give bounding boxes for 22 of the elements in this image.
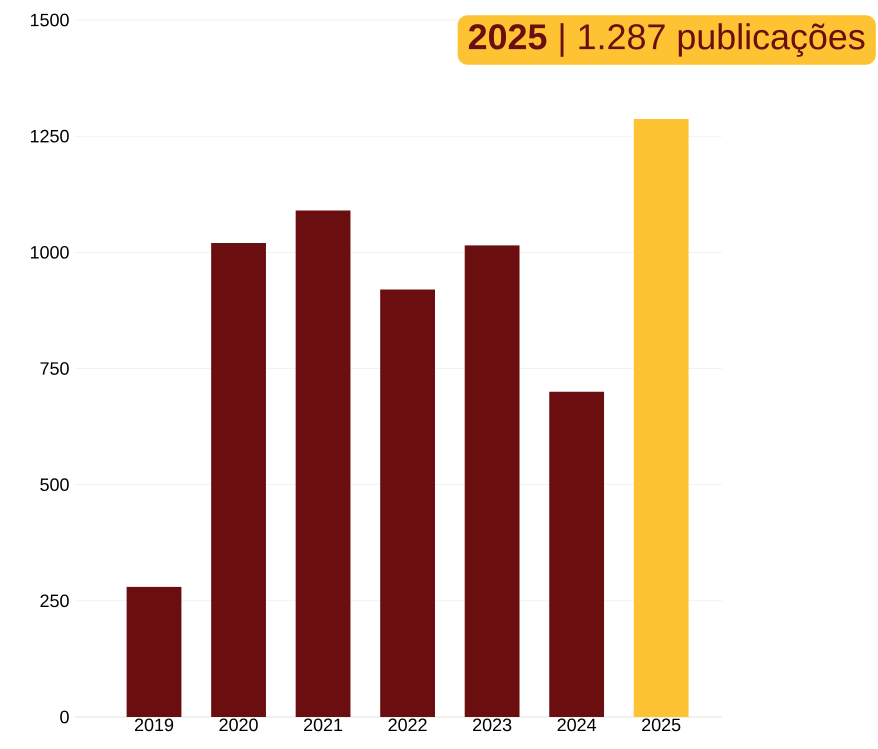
bar <box>126 586 182 717</box>
y-tick-label: 0 <box>60 710 69 724</box>
y-tick-label: 1500 <box>30 14 69 26</box>
bar <box>634 118 689 717</box>
y-tick-label: 500 <box>40 478 69 492</box>
x-tick-label: 2023 <box>473 718 512 732</box>
annotation: 2025 | 1.287 publicações <box>468 23 864 57</box>
bar <box>380 290 435 717</box>
x-tick-label: 2024 <box>558 718 596 732</box>
bar <box>211 243 266 717</box>
bar <box>549 392 604 717</box>
bar <box>296 210 350 717</box>
bar <box>464 245 520 717</box>
x-tick-label: 2019 <box>134 718 174 732</box>
y-tick-label: 250 <box>40 594 69 608</box>
x-tick-label: 2022 <box>388 718 427 732</box>
x-tick-label: 2025 <box>642 718 680 732</box>
x-tick-label: 2021 <box>304 718 342 732</box>
y-tick-label: 750 <box>40 362 69 375</box>
x-tick-label: 2020 <box>220 718 258 732</box>
y-tick-label: 1000 <box>30 246 69 259</box>
y-tick-label: 1250 <box>30 130 69 143</box>
